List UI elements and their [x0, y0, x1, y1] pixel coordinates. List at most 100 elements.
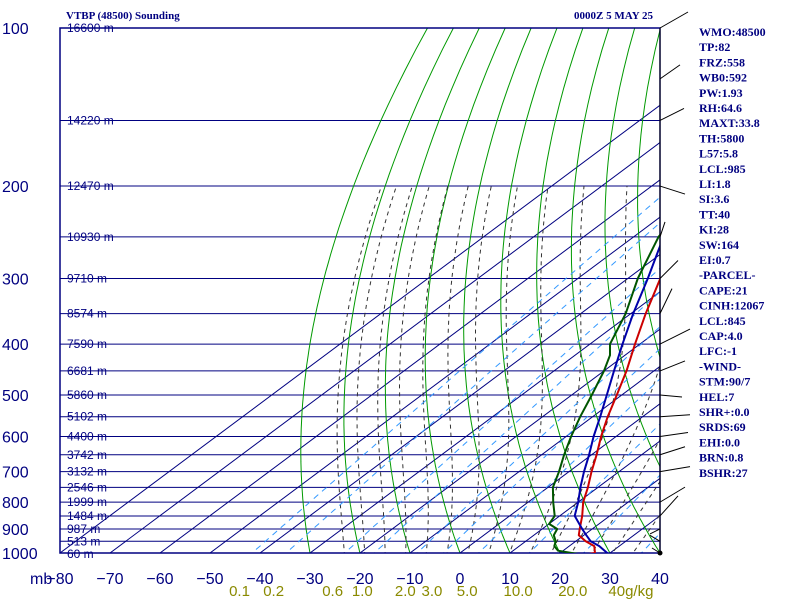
pressure-tick-label: 800 — [2, 495, 29, 512]
sounding-index-label: LFC:-1 — [699, 344, 737, 358]
wind-barb — [659, 486, 686, 503]
mixing-ratio-line — [373, 291, 660, 553]
sounding-index-label: RH:64.6 — [699, 101, 742, 115]
parcel-profile — [573, 243, 660, 553]
plot-frame — [59, 27, 661, 554]
height-label: 513 m — [67, 534, 100, 548]
sounding-index-label: WMO:48500 — [699, 25, 766, 39]
height-label: 987 m — [67, 522, 100, 536]
sounding-index-label: EHI:0.0 — [699, 435, 740, 449]
wind-barb — [659, 394, 683, 398]
mixing-ratio-label: 3.0 — [422, 583, 443, 600]
sounding-index-label: SW:164 — [699, 238, 739, 252]
wind-barb — [649, 528, 661, 535]
wind-barb — [659, 288, 673, 314]
sounding-index-label: -PARCEL- — [699, 268, 755, 282]
isotherm-line — [760, 28, 800, 553]
height-label: 16600 m — [67, 21, 114, 35]
dry-adiabat — [500, 28, 561, 553]
height-label: 6681 m — [67, 364, 107, 378]
dry-adiabat — [637, 28, 660, 359]
sounding-index-label: L57:5.8 — [699, 147, 738, 161]
sounding-index-label: CAPE:21 — [699, 283, 748, 297]
pressure-tick-label: 900 — [2, 522, 29, 539]
sounding-time: 0000Z 5 MAY 25 — [574, 10, 653, 22]
sounding-index-label: LI:1.8 — [699, 177, 731, 191]
moist-adiabat — [377, 185, 413, 553]
moist-adiabat — [591, 438, 660, 553]
height-label: 9710 m — [67, 271, 107, 285]
isotherm-line — [559, 477, 660, 553]
height-label: 3132 m — [67, 465, 107, 479]
wind-barb — [659, 108, 685, 121]
height-label: 4400 m — [67, 430, 107, 444]
height-label: 5102 m — [67, 410, 107, 424]
dewpoint-profile — [548, 233, 660, 553]
wind-barb — [659, 495, 679, 517]
moist-adiabat — [356, 185, 397, 553]
isotherm-line — [159, 179, 660, 553]
mixing-ratio-label: 2.0 — [395, 583, 416, 600]
pressure-tick-label: 500 — [2, 388, 29, 405]
temperature-tick-label: −20 — [346, 571, 373, 588]
temperature-tick-label: −10 — [396, 571, 423, 588]
moist-adiabat — [336, 185, 382, 553]
height-label: 10930 m — [67, 230, 114, 244]
moist-adiabat — [488, 185, 518, 553]
pressure-tick-label: 700 — [2, 465, 29, 482]
dry-adiabat — [759, 4, 800, 564]
wind-barb — [659, 11, 689, 29]
wind-surface-marker — [657, 550, 663, 556]
isotherm-line — [259, 253, 660, 553]
dry-adiabat — [343, 28, 454, 553]
isotherm-line — [509, 440, 660, 553]
mixing-ratio-label: 40g/kg — [608, 583, 653, 600]
moist-adiabat — [550, 185, 628, 553]
wind-barb — [659, 360, 686, 372]
mixing-ratio-line — [251, 196, 660, 553]
pressure-tick-label: 100 — [2, 21, 29, 38]
mixing-ratio-label: 10.0 — [504, 583, 533, 600]
isotherm-line — [60, 104, 660, 553]
sounding-index-label: TH:5800 — [699, 131, 744, 145]
wind-barb — [659, 185, 686, 195]
mixing-ratio-line — [285, 222, 660, 553]
sounding-index-label: SRDS:69 — [699, 420, 746, 434]
temperature-tick-label: 20 — [551, 571, 569, 588]
temperature-tick-label: −40 — [246, 571, 273, 588]
sounding-index-label: -WIND- — [699, 359, 741, 373]
height-label: 8574 m — [67, 307, 107, 321]
height-label: 2546 m — [67, 480, 107, 494]
isotherm-line — [409, 365, 660, 553]
temperature-tick-label: 10 — [501, 571, 519, 588]
wind-barb — [659, 466, 691, 473]
height-label: 14220 m — [67, 113, 114, 127]
sounding-index-label: MAXT:33.8 — [699, 116, 760, 130]
pressure-tick-label: 1000 — [2, 546, 38, 563]
sounding-index-label: SHR+:0.0 — [699, 405, 750, 419]
mixing-ratio-line — [442, 348, 660, 553]
mixing-ratio-label: 0.2 — [263, 583, 284, 600]
dry-adiabat — [536, 28, 611, 553]
sounding-index-label: WB0:592 — [699, 71, 747, 85]
mixing-ratio-label: 0.1 — [229, 583, 250, 600]
height-label: 3742 m — [67, 448, 107, 462]
moist-adiabat — [422, 185, 449, 553]
sounding-index-label: FRZ:558 — [699, 55, 745, 69]
wind-barb — [659, 328, 691, 345]
temperature-tick-label: −50 — [196, 571, 223, 588]
station-title: VTBP (48500) Sounding — [66, 10, 180, 22]
sounding-index-label: BRN:0.8 — [699, 451, 743, 465]
dry-adiabat — [604, 28, 660, 468]
mixing-ratio-line — [344, 267, 660, 553]
mixing-ratio-label: 20.0 — [558, 583, 587, 600]
sounding-index-label: CAP:4.0 — [699, 329, 743, 343]
height-label: 7590 m — [67, 337, 107, 351]
wind-barb — [659, 446, 686, 456]
mixing-ratio-line — [416, 325, 660, 553]
sounding-index-label: LCL:985 — [699, 162, 746, 176]
height-label: 60 m — [67, 547, 94, 561]
dry-adiabat — [787, 4, 800, 564]
sounding-index-label: SI:3.6 — [699, 192, 729, 206]
